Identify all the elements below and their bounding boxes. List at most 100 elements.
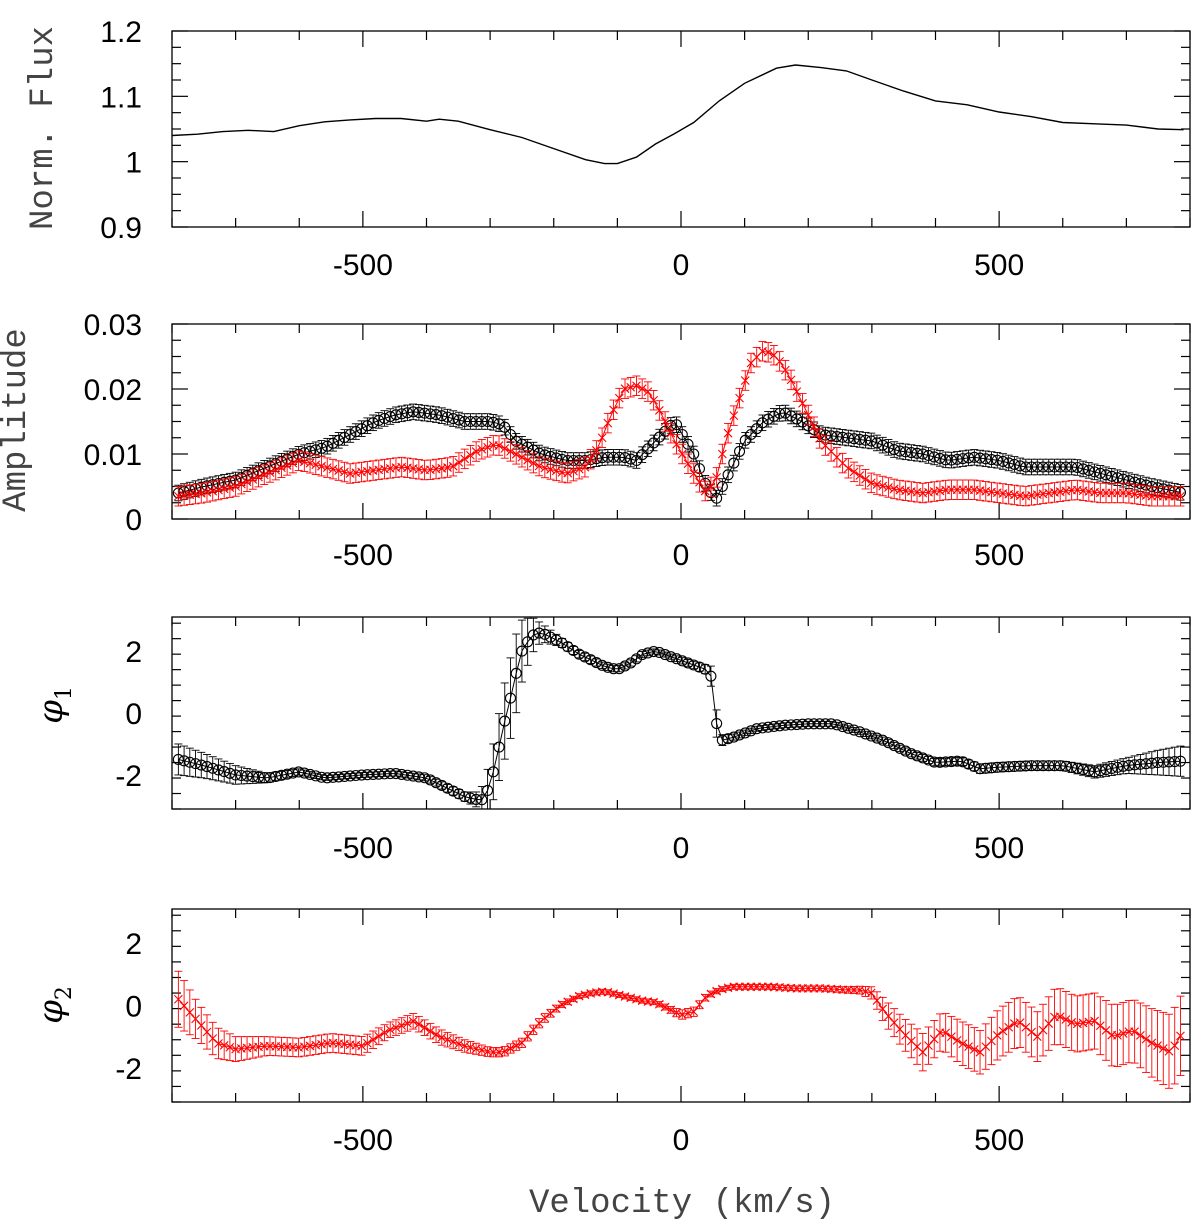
data-point xyxy=(265,468,275,477)
data-point xyxy=(315,771,328,783)
data-point xyxy=(924,1041,933,1051)
data-point xyxy=(506,447,515,456)
y-axis-label: Norm. Flux xyxy=(25,26,63,230)
data-point xyxy=(728,731,740,743)
error-bar xyxy=(454,789,463,799)
y-tick-label: 0.03 xyxy=(84,309,142,342)
data-point xyxy=(1158,1044,1168,1053)
error-bar xyxy=(523,617,532,666)
data-point xyxy=(275,769,287,781)
data-point xyxy=(843,463,853,473)
x-tick-label: -500 xyxy=(333,249,393,282)
data-point xyxy=(546,465,555,474)
y-axis-label: φ2 xyxy=(31,986,77,1024)
data-point xyxy=(236,479,246,489)
data-point xyxy=(264,771,276,784)
data-point xyxy=(831,719,843,731)
data-point xyxy=(471,447,481,456)
data-point xyxy=(1020,760,1032,772)
data-point xyxy=(179,1001,189,1011)
data-point xyxy=(941,1028,951,1038)
data-point xyxy=(740,376,750,385)
data-point xyxy=(1163,756,1175,768)
data-point xyxy=(494,441,504,450)
data-point xyxy=(407,406,419,418)
data-point xyxy=(928,756,940,768)
data-point xyxy=(235,769,247,782)
data-point xyxy=(506,1044,515,1053)
data-point xyxy=(1026,461,1038,473)
data-point xyxy=(1113,1030,1122,1040)
data-point xyxy=(751,423,763,435)
data-point xyxy=(814,718,826,730)
data-point xyxy=(511,1041,521,1051)
data-point xyxy=(848,724,860,736)
data-point xyxy=(443,1035,452,1045)
error-bar xyxy=(964,759,973,769)
data-point xyxy=(464,792,476,804)
error-bar xyxy=(890,741,899,750)
data-point xyxy=(214,1039,223,1048)
data-point xyxy=(241,770,253,782)
data-point xyxy=(299,457,309,467)
data-point xyxy=(522,636,534,648)
data-point xyxy=(878,481,888,491)
y-tick-label: -2 xyxy=(115,1053,142,1086)
data-point xyxy=(563,997,573,1007)
error-bar xyxy=(861,730,870,737)
data-point xyxy=(523,1031,533,1041)
data-point xyxy=(391,1023,401,1032)
data-point xyxy=(224,767,236,779)
data-point xyxy=(762,413,774,425)
data-point xyxy=(837,431,849,443)
data-point xyxy=(516,645,528,657)
data-point xyxy=(397,1021,407,1030)
data-point xyxy=(305,458,315,468)
data-point xyxy=(672,439,681,449)
data-point xyxy=(466,450,475,460)
data-point xyxy=(1020,461,1032,473)
data-point xyxy=(373,414,385,426)
data-point xyxy=(654,999,664,1009)
data-point xyxy=(700,486,710,496)
error-bar xyxy=(615,665,624,673)
error-bar xyxy=(225,762,234,784)
data-point xyxy=(1111,761,1124,773)
error-bar xyxy=(918,754,927,762)
error-bar xyxy=(1090,765,1099,779)
data-point xyxy=(340,467,349,477)
data-point xyxy=(614,990,624,1000)
data-point xyxy=(539,628,551,640)
data-point xyxy=(951,453,963,465)
data-point xyxy=(597,433,607,443)
data-point xyxy=(487,416,499,428)
data-point xyxy=(401,769,413,781)
data-point xyxy=(401,407,413,419)
data-point xyxy=(865,730,877,742)
x-tick-label: 500 xyxy=(974,539,1024,572)
data-point xyxy=(1060,461,1072,473)
data-layer xyxy=(172,64,1184,165)
data-point xyxy=(706,989,716,999)
data-point xyxy=(1117,760,1129,772)
data-point xyxy=(716,480,728,493)
data-point xyxy=(333,771,345,783)
data-point xyxy=(831,430,843,443)
data-point xyxy=(447,413,459,425)
data-point xyxy=(792,387,802,396)
data-point xyxy=(271,465,281,475)
data-point xyxy=(356,769,368,781)
error-bar xyxy=(867,732,876,740)
data-point xyxy=(739,727,751,739)
data-point xyxy=(969,1045,979,1054)
data-point xyxy=(819,718,831,730)
data-point xyxy=(670,653,683,665)
data-point xyxy=(884,1011,893,1021)
data-point xyxy=(842,432,854,444)
error-bar xyxy=(449,786,458,796)
data-point xyxy=(396,408,408,420)
data-point xyxy=(328,464,338,474)
data-point xyxy=(298,767,310,779)
panel-phi1: -500 0 500 -2 0 2 φ1 xyxy=(31,616,1191,865)
data-point xyxy=(608,451,620,463)
